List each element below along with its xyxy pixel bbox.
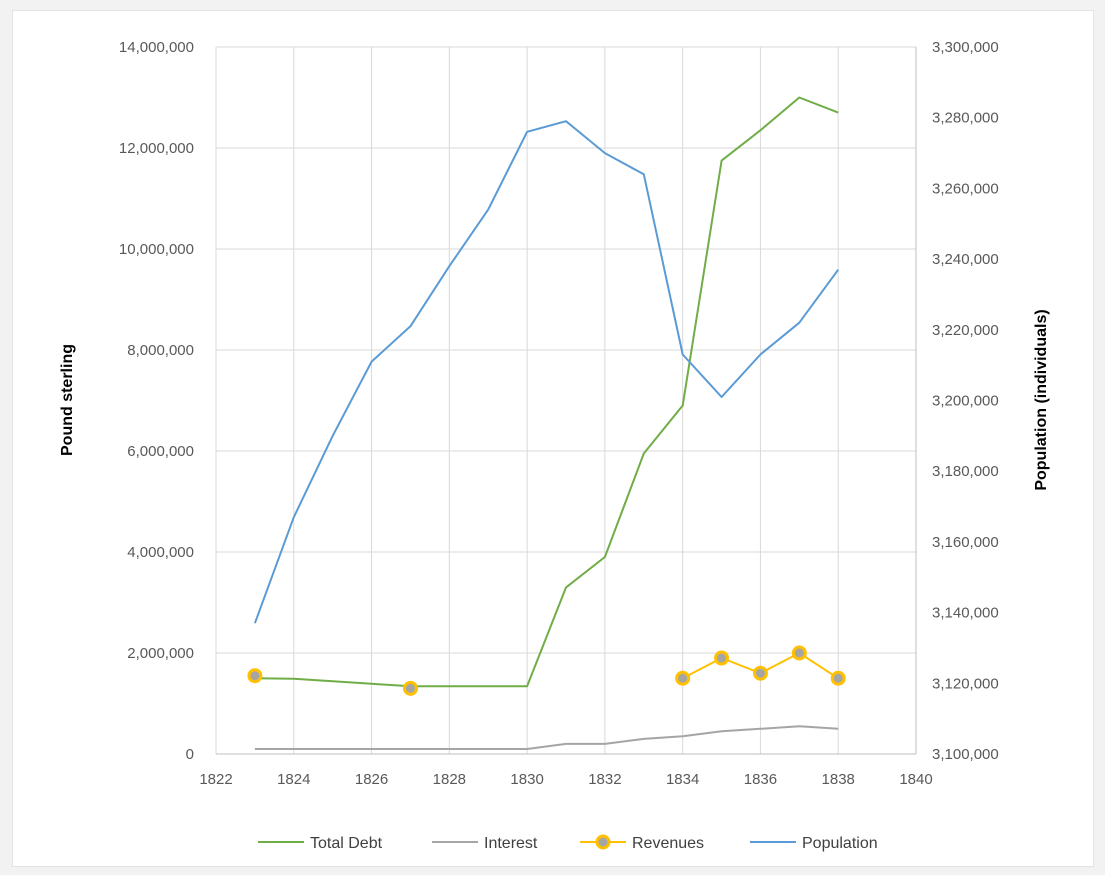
right-tick-label: 3,120,000 — [932, 675, 999, 692]
legend: Total Debt Interest Revenues Population — [258, 834, 878, 852]
revenues-point — [752, 665, 768, 681]
right-tick-label: 3,180,000 — [932, 463, 999, 480]
right-tick-label: 3,240,000 — [932, 251, 999, 268]
population-line — [253, 120, 840, 624]
left-tick-label: 4,000,000 — [127, 544, 194, 561]
right-axis-title: Population (individuals) — [1033, 309, 1050, 490]
x-tick-label: 1834 — [666, 771, 699, 788]
x-tick-label: 1830 — [510, 771, 543, 788]
x-tick-label: 1828 — [433, 771, 466, 788]
left-tick-label: 8,000,000 — [127, 342, 194, 359]
revenues-point — [402, 680, 418, 696]
interest-line — [254, 725, 839, 750]
legend-marker-revenues — [595, 834, 611, 850]
revenues-point — [830, 670, 846, 686]
right-tick-label: 3,200,000 — [932, 393, 999, 410]
left-tick-label: 10,000,000 — [119, 241, 194, 258]
x-tick-label: 1824 — [277, 771, 310, 788]
right-tick-label: 3,260,000 — [932, 180, 999, 197]
right-tick-label: 3,300,000 — [932, 39, 999, 56]
right-tick-label: 3,160,000 — [932, 534, 999, 551]
x-tick-label: 1838 — [822, 771, 855, 788]
left-tick-label: 2,000,000 — [127, 645, 194, 662]
series-group — [247, 96, 846, 750]
revenues-point — [247, 668, 263, 684]
x-axis-ticks: 1822 1824 1826 1828 1830 1832 1834 1836 1838 1840 — [199, 771, 932, 788]
left-tick-label: 0 — [186, 746, 194, 763]
total-debt-line — [254, 96, 839, 688]
legend-label-population: Population — [802, 835, 878, 852]
revenues-point — [675, 670, 691, 686]
left-tick-label: 14,000,000 — [119, 39, 194, 56]
left-tick-label: 12,000,000 — [119, 140, 194, 157]
legend-label-revenues: Revenues — [632, 835, 704, 852]
right-tick-label: 3,100,000 — [932, 746, 999, 763]
revenues-point — [714, 650, 730, 666]
x-tick-label: 1822 — [199, 771, 232, 788]
right-tick-label: 3,280,000 — [932, 110, 999, 127]
x-tick-label: 1840 — [899, 771, 932, 788]
axes — [216, 47, 917, 755]
right-tick-label: 3,140,000 — [932, 605, 999, 622]
chart-area — [12, 10, 1094, 867]
gridlines — [215, 46, 917, 755]
x-tick-label: 1832 — [588, 771, 621, 788]
legend-label-interest: Interest — [484, 835, 538, 852]
left-axis-title: Pound sterling — [59, 344, 76, 456]
revenues-point — [791, 645, 807, 661]
left-axis-ticks: 0 2,000,000 4,000,000 6,000,000 8,000,000 10,… — [119, 39, 194, 763]
right-tick-label: 3,220,000 — [932, 322, 999, 339]
legend-label-total-debt: Total Debt — [310, 835, 383, 852]
x-tick-label: 1826 — [355, 771, 388, 788]
left-tick-label: 6,000,000 — [127, 443, 194, 460]
x-tick-label: 1836 — [744, 771, 777, 788]
right-axis-ticks: 3,100,000 3,120,000 3,140,000 3,160,000 3,18… — [932, 39, 999, 763]
